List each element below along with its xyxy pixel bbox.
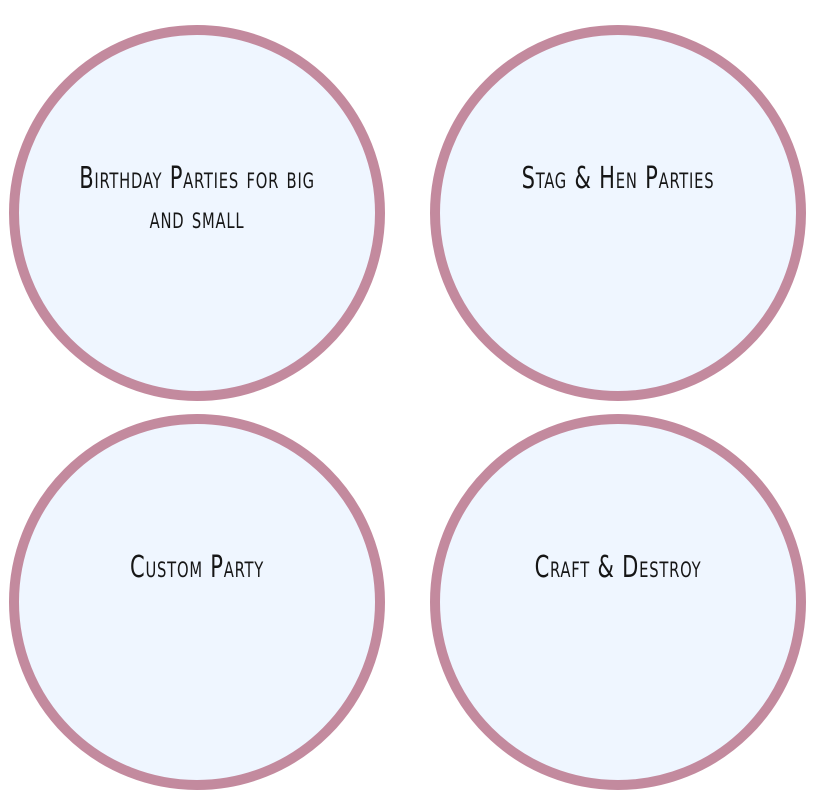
card-birthday-parties-label: Birthday Parties for big and small [79, 161, 315, 236]
card-craft-destroy-label: Craft & Destroy [534, 550, 702, 585]
card-stag-hen-parties[interactable]: Stag & Hen Parties [430, 25, 806, 401]
card-stag-hen-parties-label: Stag & Hen Parties [521, 161, 715, 196]
card-custom-party[interactable]: Custom Party [9, 414, 385, 790]
card-craft-destroy[interactable]: Craft & Destroy [430, 414, 806, 790]
card-birthday-parties[interactable]: Birthday Parties for big and small [9, 25, 385, 401]
card-custom-party-label: Custom Party [129, 550, 265, 585]
